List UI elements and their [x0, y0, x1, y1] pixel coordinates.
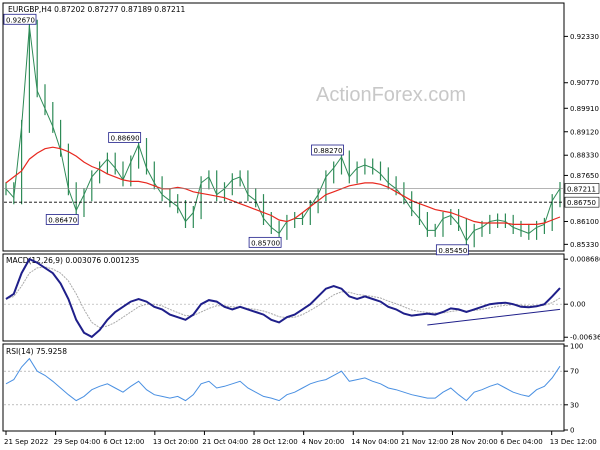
- x-tick-label: 6 Dec 04:00: [500, 438, 543, 446]
- annotation-box: [108, 132, 142, 143]
- rsi-y-tick-label: 70: [570, 368, 579, 376]
- rsi-y-tick-label: 30: [570, 401, 579, 409]
- price-y-tick-label: 0.86100: [570, 218, 599, 226]
- macd-y-tick-label: 0.00: [570, 301, 586, 309]
- price-y-tick-label: 0.90770: [570, 79, 599, 87]
- annotation-box: [311, 144, 344, 156]
- annotation-box: [435, 244, 469, 256]
- macd-trendline: [427, 308, 561, 326]
- price-panel: [2, 2, 565, 252]
- x-tick-label: 29 Sep 04:00: [54, 438, 101, 446]
- x-tick-label: 13 Oct 20:00: [153, 438, 199, 446]
- price-y-tick-label: 0.85330: [570, 241, 599, 249]
- macd-y-tick-label: -0.006366: [570, 334, 600, 342]
- annotation-box: [45, 214, 79, 225]
- price-y-tick-label: 0.87650: [570, 172, 599, 180]
- x-tick-label: 21 Sep 2022: [4, 438, 48, 446]
- macd-y-tick-label: 0.008686: [570, 256, 600, 264]
- x-tick-label: 14 Nov 04:00: [351, 438, 398, 446]
- current-price-label: 0.87211: [567, 185, 596, 193]
- price-y-tick-label: 0.89910: [570, 105, 599, 113]
- annotation-label: 0.88690: [111, 135, 140, 143]
- level-label: 0.86750: [567, 199, 596, 207]
- moving-average-line: [5, 146, 561, 225]
- macd-title: MACD(12,26,9) 0.003076 0.001235: [6, 256, 140, 265]
- x-tick-label: 21 Nov 12:00: [401, 438, 448, 446]
- rsi-y-tick-label: 100: [570, 343, 583, 351]
- watermark: ActionForex.com: [316, 84, 466, 106]
- x-tick-label: 4 Nov 20:00: [302, 438, 345, 446]
- price-y-tick-label: 0.92330: [570, 33, 599, 41]
- x-tick-label: 28 Oct 12:00: [252, 438, 298, 446]
- macd-main-line: [5, 257, 561, 339]
- annotation-label: 0.85450: [438, 247, 467, 255]
- level-label-box: [564, 196, 600, 208]
- annotation-label: 0.92670: [6, 16, 35, 24]
- x-tick-label: 21 Oct 04:00: [202, 438, 248, 446]
- current-price-box: [564, 183, 600, 194]
- annotation-box: [248, 236, 282, 248]
- macd-panel: [2, 253, 565, 342]
- x-tick-label: 6 Oct 12:00: [103, 438, 144, 446]
- x-tick-label: 28 Nov 20:00: [450, 438, 497, 446]
- annotation-label: 0.86470: [48, 216, 77, 224]
- annotation-label: 0.85700: [251, 239, 280, 247]
- annotation-label: 0.88270: [314, 147, 343, 155]
- rsi-line: [5, 357, 561, 402]
- annotation-box: [3, 13, 37, 25]
- price-y-tick-label: 0.88330: [570, 152, 599, 160]
- rsi-y-tick-label: 0: [570, 427, 574, 435]
- price-y-tick-label: 0.89120: [570, 128, 599, 136]
- rsi-panel: [2, 343, 565, 432]
- price-title: EURGBP,H4 0.87202 0.87277 0.87189 0.8721…: [8, 5, 186, 14]
- rsi-title: RSI(14) 75.9258: [6, 347, 67, 356]
- x-tick-label: 13 Dec 12:00: [550, 438, 597, 446]
